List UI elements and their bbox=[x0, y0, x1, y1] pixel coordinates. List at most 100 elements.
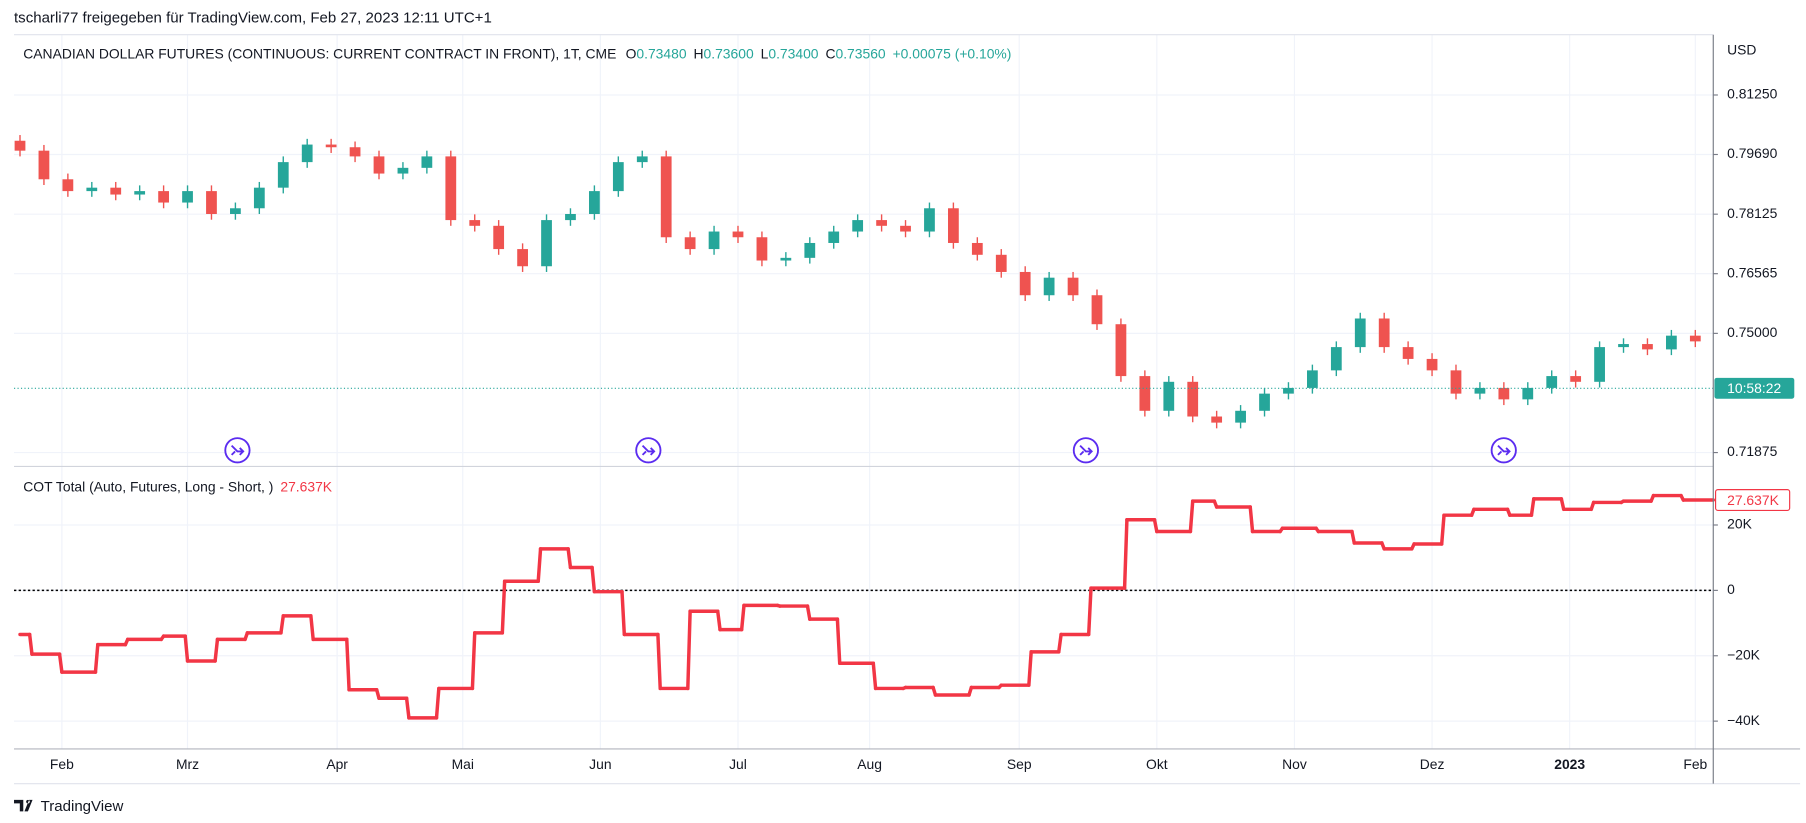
step-connector bbox=[404, 696, 411, 720]
legend-key: C bbox=[825, 45, 835, 61]
candle-body bbox=[469, 220, 481, 226]
price-legend: CANADIAN DOLLAR FUTURES (CONTINUOUS: CUR… bbox=[23, 45, 1011, 61]
step-connector bbox=[871, 661, 878, 691]
candle-body bbox=[158, 191, 169, 203]
step-connector bbox=[805, 604, 812, 621]
y-tick-label: 0.76565 bbox=[1727, 264, 1777, 280]
x-tick-label: Aug bbox=[857, 756, 882, 772]
step-connector bbox=[686, 609, 692, 691]
candle-body bbox=[612, 162, 624, 192]
price-label-box bbox=[1714, 377, 1795, 399]
candle-body bbox=[445, 156, 457, 221]
candle-body bbox=[397, 167, 409, 174]
event-icon[interactable] bbox=[1072, 437, 1099, 464]
candle-body bbox=[1187, 381, 1199, 417]
event-icon[interactable] bbox=[1490, 437, 1517, 464]
grid bbox=[14, 34, 1714, 749]
x-tick-label: Apr bbox=[326, 756, 348, 772]
candle-body bbox=[1498, 387, 1510, 400]
candle-body bbox=[804, 242, 816, 258]
step-connector bbox=[345, 637, 351, 692]
price-unit: USD bbox=[1727, 42, 1756, 58]
step-connector bbox=[279, 614, 286, 635]
candle-body bbox=[277, 162, 289, 188]
share-header: tscharli77 freigegeben für TradingView.c… bbox=[14, 9, 492, 26]
step-connector bbox=[590, 565, 597, 594]
x-tick-label: Jul bbox=[729, 756, 747, 772]
candle-body bbox=[14, 140, 26, 151]
candle-body bbox=[1067, 277, 1079, 296]
step-connector bbox=[27, 632, 34, 656]
y-tick-label: 0.79690 bbox=[1727, 145, 1777, 161]
candle-body bbox=[1665, 335, 1677, 350]
candle-body bbox=[1546, 376, 1558, 388]
step-connector bbox=[1559, 497, 1566, 512]
candle-body bbox=[684, 237, 696, 250]
candle-body bbox=[1115, 324, 1127, 377]
price-countdown: 10:58:22 bbox=[1727, 380, 1781, 396]
candle-body bbox=[301, 144, 313, 163]
legend-key: L bbox=[761, 45, 769, 61]
step-connector bbox=[1122, 518, 1129, 590]
candle-body bbox=[1211, 416, 1223, 423]
step-connector bbox=[835, 617, 842, 666]
candle-body bbox=[1139, 376, 1151, 411]
candle-body bbox=[206, 191, 217, 214]
legend-key: H bbox=[694, 45, 704, 61]
candle-body bbox=[1307, 370, 1318, 388]
y-tick-label: 0 bbox=[1727, 581, 1735, 597]
candle-body bbox=[1689, 335, 1701, 342]
step-connector bbox=[57, 652, 64, 674]
step-connector bbox=[1350, 529, 1357, 545]
candle-body bbox=[1474, 387, 1486, 394]
candle-body bbox=[756, 237, 768, 261]
event-icon[interactable] bbox=[635, 437, 662, 464]
candle-body bbox=[1522, 387, 1534, 400]
x-tick-label: Jun bbox=[589, 756, 611, 772]
step-connector bbox=[1439, 513, 1446, 546]
value-label: 27.637K bbox=[1727, 492, 1779, 508]
candle-body bbox=[325, 144, 337, 148]
x-tick-label: Okt bbox=[1146, 756, 1168, 772]
candle-body bbox=[1091, 295, 1103, 325]
candle-body bbox=[995, 254, 1007, 272]
step-connector bbox=[566, 547, 573, 570]
x-tick-label: Feb bbox=[50, 756, 74, 772]
candle-body bbox=[134, 191, 146, 195]
legend-value: 0.73600 bbox=[704, 45, 754, 61]
candle-body bbox=[493, 225, 505, 250]
step-connector bbox=[500, 579, 507, 635]
step-connector bbox=[309, 614, 315, 642]
step-connector bbox=[536, 547, 543, 583]
x-tick-label: Mai bbox=[452, 756, 474, 772]
step-connector bbox=[1188, 499, 1195, 534]
candle-body bbox=[86, 187, 98, 192]
candle-body bbox=[660, 156, 672, 238]
legend-change: +0.00075 (+0.10%) bbox=[893, 45, 1012, 61]
step-connector bbox=[434, 686, 441, 720]
value-label-box bbox=[1715, 489, 1791, 512]
event-markers[interactable] bbox=[224, 437, 1517, 464]
x-tick-label: Nov bbox=[1282, 756, 1307, 772]
candle-body bbox=[373, 156, 385, 174]
legend-value: 0.73400 bbox=[768, 45, 818, 61]
candle-body bbox=[948, 208, 959, 243]
indicator-legend: COT Total (Auto, Futures, Long - Short, … bbox=[23, 478, 333, 494]
legend-value: 0.73560 bbox=[835, 45, 885, 61]
candle-body bbox=[636, 156, 648, 163]
step-connector bbox=[183, 634, 190, 663]
footer-brand: TradingView bbox=[41, 798, 124, 815]
candle-body bbox=[1043, 277, 1055, 296]
event-icon[interactable] bbox=[224, 437, 251, 464]
candle-body bbox=[110, 187, 122, 195]
candle-body bbox=[780, 257, 792, 261]
step-connector bbox=[739, 603, 746, 632]
step-connector bbox=[1086, 586, 1093, 637]
step-connector bbox=[1529, 497, 1536, 517]
candle-body bbox=[1570, 376, 1582, 382]
candle-body bbox=[1450, 370, 1462, 394]
candle-body bbox=[1235, 410, 1246, 423]
candle-body bbox=[828, 231, 840, 243]
